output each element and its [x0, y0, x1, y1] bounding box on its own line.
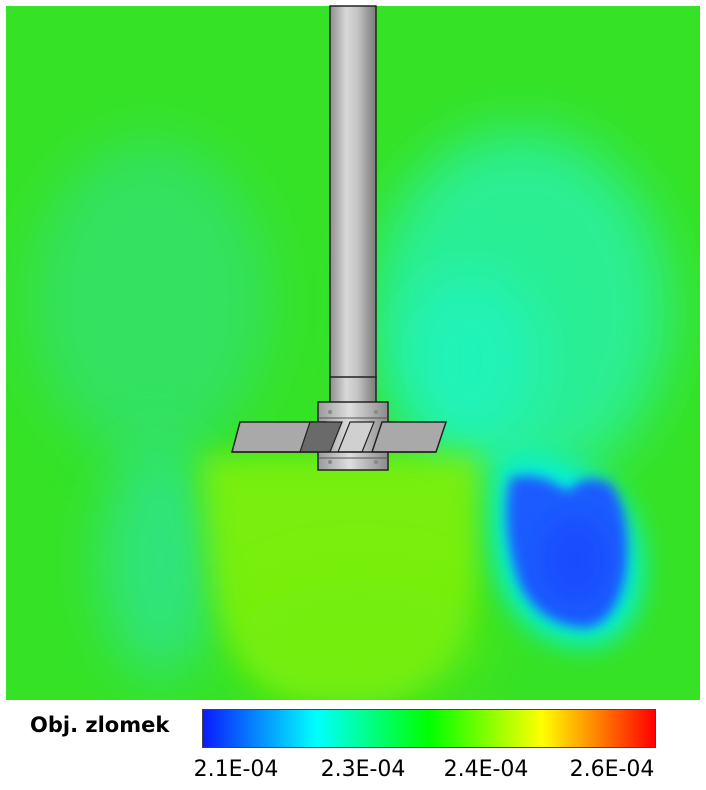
shaft-collar — [329, 376, 377, 404]
legend-title: Obj. zlomek — [30, 713, 170, 737]
left-lower-cyan-zone — [100, 440, 220, 680]
upper-right-core — [400, 270, 540, 450]
left-cyan-green-zone — [30, 140, 270, 460]
hub-bolt-2 — [374, 410, 378, 414]
impeller-shaft — [329, 5, 377, 379]
colorbar — [202, 709, 656, 748]
legend-tick-1: 2.1E-04 — [193, 757, 279, 782]
legend-tick-4: 2.6E-04 — [569, 757, 655, 782]
right-blade — [370, 421, 448, 453]
low-fraction-core — [540, 515, 610, 605]
bottom-lime-zone — [240, 580, 480, 700]
legend-tick-2: 2.3E-04 — [320, 757, 406, 782]
hub-bolt-4 — [374, 460, 378, 464]
legend-tick-3: 2.4E-04 — [443, 757, 529, 782]
impeller-assembly — [231, 5, 448, 471]
hub-bolt-3 — [328, 460, 332, 464]
hub-bolt-1 — [328, 410, 332, 414]
